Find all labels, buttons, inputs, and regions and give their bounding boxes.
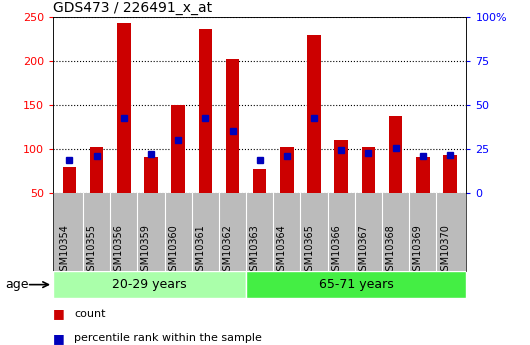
Text: percentile rank within the sample: percentile rank within the sample xyxy=(74,333,262,343)
Bar xyxy=(361,147,375,193)
Bar xyxy=(117,23,130,193)
Bar xyxy=(53,271,246,298)
Bar xyxy=(144,157,158,193)
Bar xyxy=(90,147,103,193)
Bar xyxy=(246,271,466,298)
Text: age: age xyxy=(5,278,29,291)
Bar xyxy=(199,29,212,193)
Bar xyxy=(443,155,457,193)
Bar xyxy=(307,35,321,193)
Text: ■: ■ xyxy=(53,332,65,345)
Bar xyxy=(416,157,430,193)
Bar xyxy=(389,116,402,193)
Text: GDS473 / 226491_x_at: GDS473 / 226491_x_at xyxy=(53,1,212,15)
Bar xyxy=(226,59,240,193)
Bar xyxy=(334,140,348,193)
Bar xyxy=(63,167,76,193)
Bar xyxy=(280,147,294,193)
Text: 20-29 years: 20-29 years xyxy=(112,278,187,291)
Text: ■: ■ xyxy=(53,307,65,321)
Text: 65-71 years: 65-71 years xyxy=(319,278,394,291)
Bar xyxy=(171,105,185,193)
Text: count: count xyxy=(74,309,105,319)
Bar xyxy=(253,169,267,193)
